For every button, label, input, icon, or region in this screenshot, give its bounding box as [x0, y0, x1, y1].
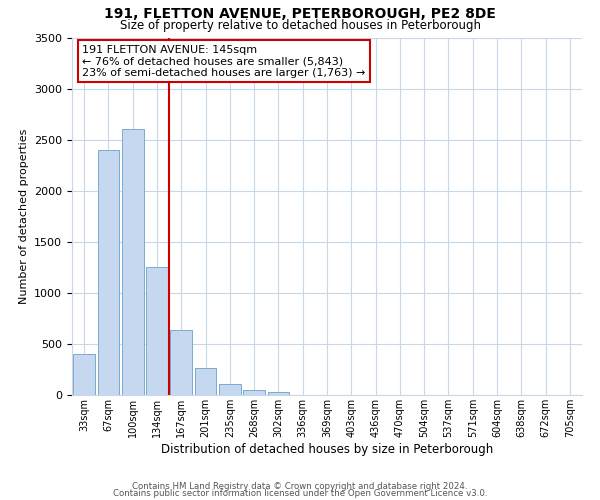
Text: 191 FLETTON AVENUE: 145sqm
← 76% of detached houses are smaller (5,843)
23% of s: 191 FLETTON AVENUE: 145sqm ← 76% of deta… [82, 44, 365, 78]
Y-axis label: Number of detached properties: Number of detached properties [19, 128, 29, 304]
Text: Contains HM Land Registry data © Crown copyright and database right 2024.: Contains HM Land Registry data © Crown c… [132, 482, 468, 491]
Bar [97, 150, 119, 395]
Bar [146, 268, 168, 395]
Bar [219, 384, 241, 395]
Bar [243, 390, 265, 395]
X-axis label: Distribution of detached houses by size in Peterborough: Distribution of detached houses by size … [161, 442, 493, 456]
Bar [268, 392, 289, 395]
Bar [170, 330, 192, 395]
Text: Size of property relative to detached houses in Peterborough: Size of property relative to detached ho… [119, 18, 481, 32]
Text: 191, FLETTON AVENUE, PETERBOROUGH, PE2 8DE: 191, FLETTON AVENUE, PETERBOROUGH, PE2 8… [104, 8, 496, 22]
Bar [73, 354, 95, 395]
Bar [194, 368, 217, 395]
Text: Contains public sector information licensed under the Open Government Licence v3: Contains public sector information licen… [113, 490, 487, 498]
Bar [122, 130, 143, 395]
